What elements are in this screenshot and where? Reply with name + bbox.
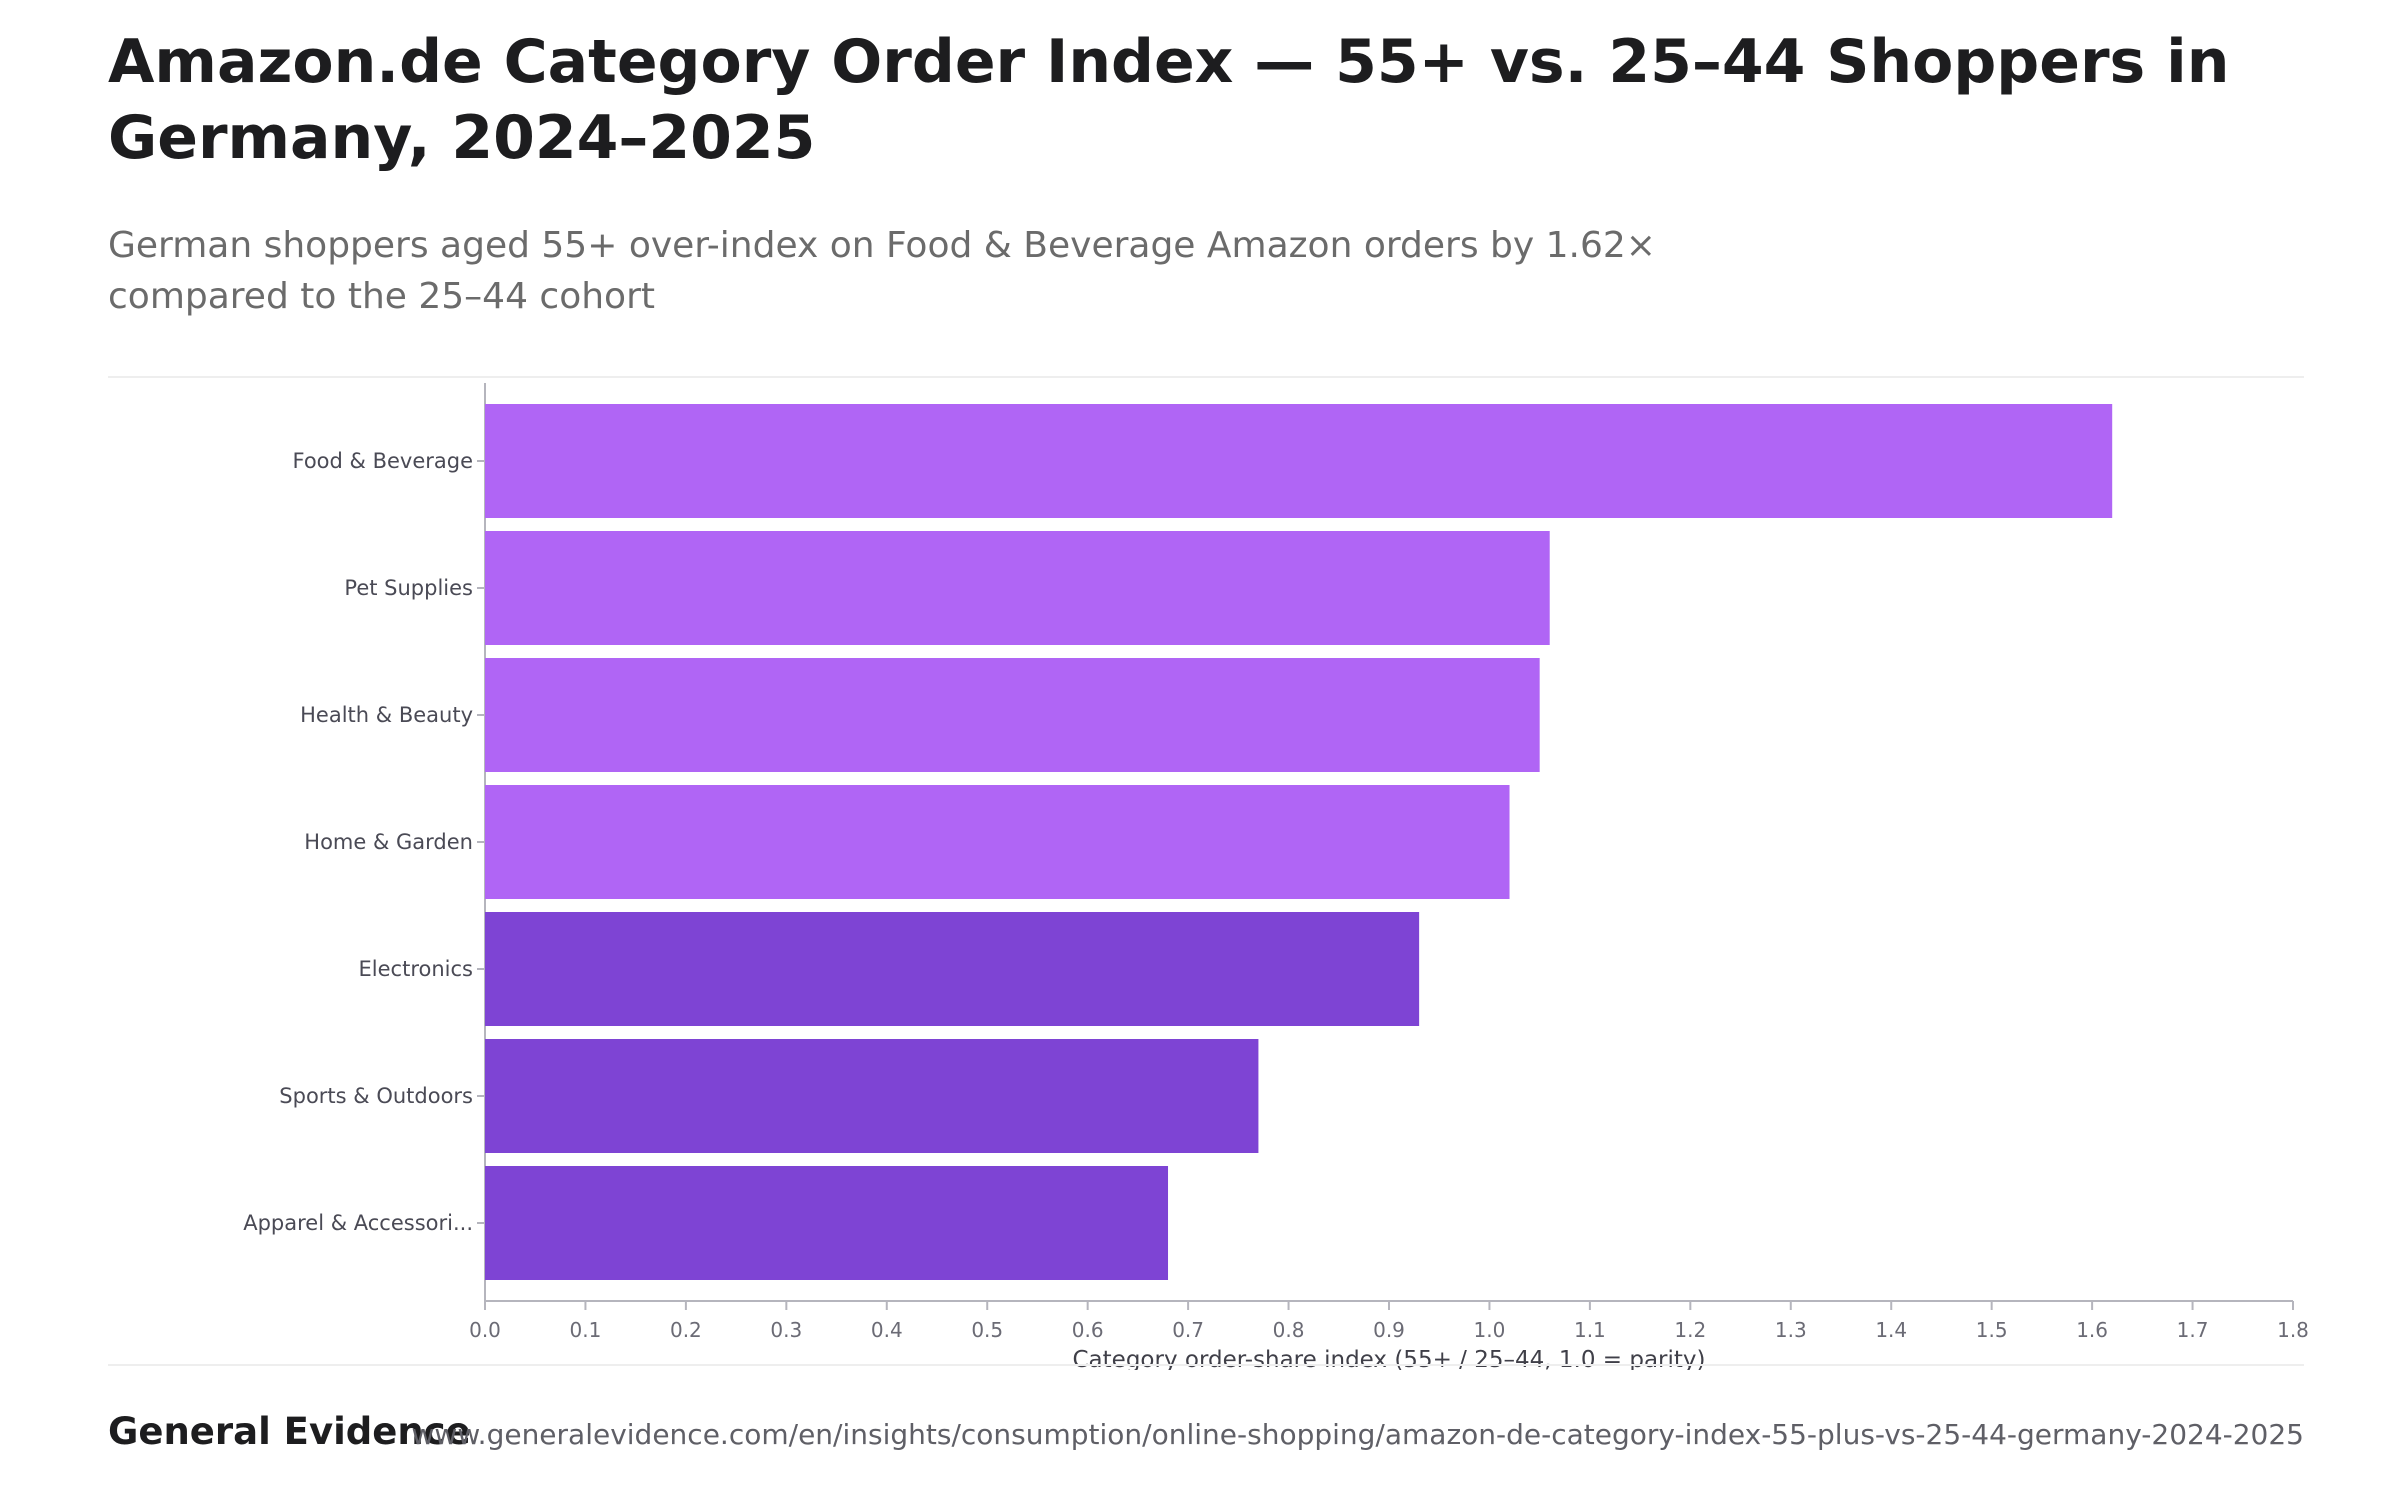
x-tick-label: 0.2	[670, 1318, 702, 1342]
x-tick-label: 1.3	[1775, 1318, 1807, 1342]
x-tick-label: 1.5	[1976, 1318, 2008, 1342]
bar	[485, 785, 1510, 899]
x-tick-label: 0.8	[1273, 1318, 1305, 1342]
x-tick-label: 1.2	[1674, 1318, 1706, 1342]
top-divider	[108, 376, 2304, 378]
x-tick-label: 0.7	[1172, 1318, 1204, 1342]
y-tick-label: Health & Beauty	[300, 703, 473, 727]
x-tick-label: 1.4	[1875, 1318, 1907, 1342]
x-tick-label: 0.4	[871, 1318, 903, 1342]
x-tick-label: 1.1	[1574, 1318, 1606, 1342]
bar-chart: Food & Beverage Pet Supplies Health & Beau…	[243, 383, 2309, 1370]
bar	[485, 404, 2113, 518]
source-url[interactable]: www.generalevidence.com/en/insights/cons…	[411, 1418, 2304, 1451]
y-tick-label: Electronics	[359, 957, 473, 981]
x-tick-label: 0.1	[570, 1318, 602, 1342]
bar	[485, 912, 1420, 1026]
bottom-divider	[108, 1364, 2304, 1366]
x-axis-title: Category order-share index (55+ / 25–44,…	[1073, 1347, 1706, 1370]
bar	[485, 658, 1540, 772]
x-tick-label: 0.9	[1373, 1318, 1405, 1342]
x-tick-label: 1.6	[2076, 1318, 2108, 1342]
y-tick-label: Food & Beverage	[292, 449, 473, 473]
y-tick-label: Pet Supplies	[344, 576, 473, 600]
bar	[485, 1039, 1259, 1153]
y-tick-label: Apparel & Accessori...	[243, 1211, 473, 1235]
brand-name: General Evidence	[108, 1410, 471, 1453]
x-tick-label: 0.3	[770, 1318, 802, 1342]
x-tick-label: 1.7	[2177, 1318, 2209, 1342]
chart-subtitle: German shoppers aged 55+ over-index on F…	[108, 225, 1656, 317]
bar	[485, 531, 1550, 645]
x-tick-label: 1.8	[2277, 1318, 2309, 1342]
x-tick-label: 0.0	[469, 1318, 501, 1342]
y-tick-label: Home & Garden	[304, 830, 473, 854]
chart-title: Amazon.de Category Order Index — 55+ vs.…	[108, 27, 2230, 173]
x-tick-label: 0.5	[971, 1318, 1003, 1342]
bar	[485, 1166, 1169, 1280]
x-tick-label: 1.0	[1474, 1318, 1506, 1342]
y-tick-label: Sports & Outdoors	[279, 1084, 473, 1108]
x-tick-label: 0.6	[1072, 1318, 1104, 1342]
